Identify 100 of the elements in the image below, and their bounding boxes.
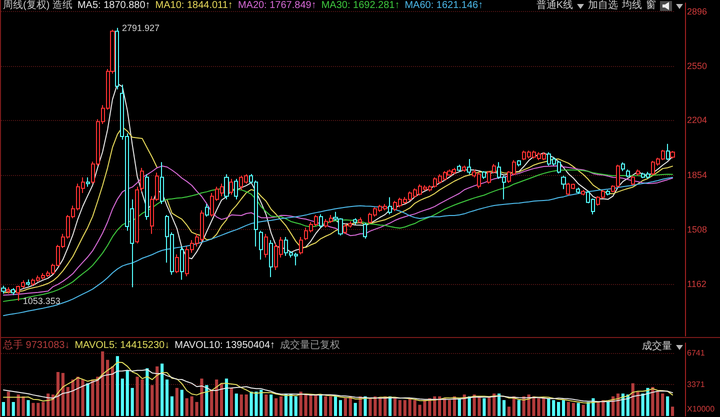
bar	[438, 396, 442, 416]
bar	[2, 402, 6, 416]
bar	[482, 398, 486, 416]
bar	[666, 396, 670, 416]
line-series	[2, 369, 674, 402]
bar	[165, 380, 169, 416]
bar	[443, 398, 446, 416]
y-tick-label: 6741	[687, 348, 706, 358]
bar	[517, 400, 520, 416]
bar	[602, 400, 605, 416]
bar	[274, 398, 278, 416]
bar	[661, 394, 664, 416]
bar	[12, 402, 15, 416]
bar	[26, 400, 30, 416]
text: MA30: 1692.281↑	[321, 0, 400, 12]
bar	[22, 396, 25, 416]
bar	[71, 380, 74, 416]
bar	[185, 398, 188, 416]
candlestick	[626, 169, 630, 178]
bar	[408, 398, 412, 416]
bar	[91, 380, 94, 416]
bar	[374, 396, 377, 416]
bar	[156, 366, 159, 416]
bar	[448, 400, 452, 416]
candlestick	[363, 222, 367, 240]
bar	[338, 400, 342, 416]
bar	[6, 392, 10, 416]
candlestick	[1, 285, 6, 294]
y-tick-label: 2550	[687, 60, 708, 71]
bar	[120, 378, 124, 416]
bar	[354, 402, 357, 416]
y-tick-label: 3371	[687, 380, 706, 389]
bar	[552, 400, 556, 416]
bar	[582, 404, 585, 416]
bar	[498, 394, 501, 416]
bar	[205, 385, 208, 416]
text: MA60: 1621.146↑	[404, 0, 484, 12]
bar	[329, 396, 332, 416]
bar	[110, 366, 114, 416]
annotation: 成交量	[642, 341, 672, 353]
bar	[32, 402, 35, 416]
candlestick	[447, 169, 452, 176]
bar	[160, 364, 164, 416]
bar	[557, 402, 560, 416]
bar	[36, 402, 40, 416]
bar	[364, 396, 367, 416]
bar	[86, 383, 90, 416]
bar	[319, 394, 322, 416]
bar	[170, 396, 174, 416]
bar	[220, 383, 224, 416]
text: MA5: 1870.880↑	[77, 0, 150, 12]
bar	[492, 394, 496, 416]
bar	[240, 394, 243, 416]
line-series	[2, 362, 674, 404]
bar	[636, 392, 640, 416]
bar	[106, 360, 110, 416]
text: 总手 9731083↓	[3, 340, 70, 352]
bar	[488, 396, 491, 416]
bar	[264, 394, 268, 416]
bar	[150, 385, 154, 416]
bar	[458, 398, 461, 416]
bar	[230, 388, 233, 416]
y-tick-label: 2204	[687, 115, 708, 126]
bar	[42, 402, 45, 416]
candlestick	[299, 236, 303, 255]
bar	[299, 392, 302, 416]
bar	[572, 402, 575, 416]
bar	[378, 398, 382, 416]
bar	[324, 396, 328, 416]
bar	[130, 388, 134, 416]
bar	[16, 394, 20, 416]
bar	[234, 394, 238, 416]
bar	[270, 394, 273, 416]
bar	[96, 376, 100, 416]
bar	[393, 398, 397, 416]
bar	[180, 390, 184, 416]
bar	[576, 402, 580, 416]
bar	[61, 372, 64, 416]
bar	[670, 406, 674, 416]
text: MA10: 1844.011↑	[155, 0, 233, 12]
bar	[56, 372, 60, 416]
bar	[66, 386, 70, 416]
bar	[651, 386, 654, 416]
bar	[101, 351, 104, 416]
annotation: 1053.353	[22, 296, 60, 306]
bar	[146, 368, 149, 416]
bar	[126, 370, 129, 416]
annotation: 均线	[622, 0, 642, 12]
bar	[344, 398, 347, 416]
bar	[566, 402, 570, 416]
y-axis-title: X10000	[687, 404, 716, 414]
chart-subtitle: 成交量已复权	[280, 340, 340, 352]
bar	[175, 388, 178, 416]
bar	[210, 390, 214, 416]
bar	[606, 402, 610, 416]
bar	[562, 400, 566, 416]
bar	[596, 402, 600, 416]
bar	[368, 398, 372, 416]
y-tick-label: 1162	[687, 278, 706, 289]
bar	[547, 398, 550, 416]
